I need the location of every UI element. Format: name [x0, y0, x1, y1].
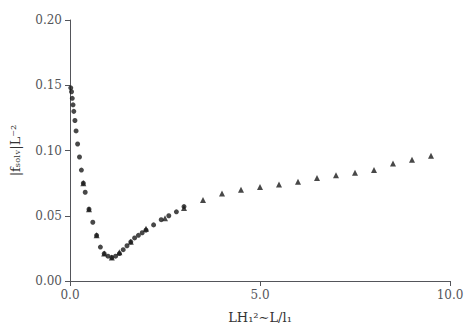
svg-text:0.05: 0.05 [35, 209, 62, 223]
svg-text:0.15: 0.15 [35, 78, 62, 92]
svg-text:10.0: 10.0 [437, 288, 464, 302]
svg-text:0.10: 0.10 [35, 144, 62, 158]
svg-text:0.0: 0.0 [60, 288, 79, 302]
svg-text:LH₁²∼L/l₁: LH₁²∼L/l₁ [228, 310, 292, 325]
svg-text:|fₛₒₗᵥ|L⁻²: |fₛₒₗᵥ|L⁻² [8, 125, 23, 177]
svg-text:5.0: 5.0 [250, 288, 269, 302]
svg-text:0.00: 0.00 [35, 274, 62, 288]
svg-text:0.20: 0.20 [35, 13, 62, 27]
